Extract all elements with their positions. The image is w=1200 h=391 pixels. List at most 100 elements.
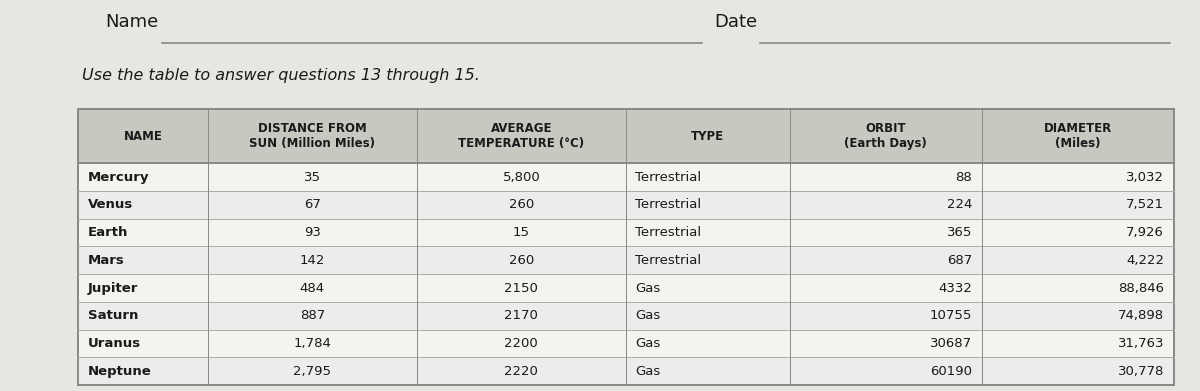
Bar bbox=[626, 109, 790, 163]
Bar bbox=[626, 191, 790, 219]
Bar bbox=[790, 219, 982, 246]
Text: Mars: Mars bbox=[88, 254, 125, 267]
Text: Gas: Gas bbox=[636, 337, 661, 350]
Bar bbox=[78, 246, 208, 274]
Bar bbox=[208, 109, 416, 163]
Text: Gas: Gas bbox=[636, 365, 661, 378]
Bar bbox=[208, 246, 416, 274]
Text: 224: 224 bbox=[947, 198, 972, 212]
Text: Terrestrial: Terrestrial bbox=[636, 254, 702, 267]
Bar bbox=[78, 191, 208, 219]
Text: 2,795: 2,795 bbox=[293, 365, 331, 378]
Text: Mercury: Mercury bbox=[88, 170, 149, 184]
Text: 5,800: 5,800 bbox=[503, 170, 540, 184]
Bar bbox=[790, 163, 982, 191]
Bar bbox=[208, 274, 416, 302]
Bar bbox=[982, 109, 1174, 163]
Text: 60190: 60190 bbox=[930, 365, 972, 378]
Text: Terrestrial: Terrestrial bbox=[636, 226, 702, 239]
Bar bbox=[626, 246, 790, 274]
Bar bbox=[416, 109, 626, 163]
Bar bbox=[416, 302, 626, 330]
Text: Neptune: Neptune bbox=[88, 365, 151, 378]
Text: 93: 93 bbox=[304, 226, 320, 239]
Text: 88: 88 bbox=[955, 170, 972, 184]
Text: 4332: 4332 bbox=[938, 282, 972, 294]
Text: 4,222: 4,222 bbox=[1126, 254, 1164, 267]
Text: 142: 142 bbox=[300, 254, 325, 267]
Bar bbox=[78, 163, 208, 191]
Text: 67: 67 bbox=[304, 198, 320, 212]
Text: 2200: 2200 bbox=[504, 337, 538, 350]
Bar bbox=[626, 219, 790, 246]
Text: 484: 484 bbox=[300, 282, 325, 294]
Text: Uranus: Uranus bbox=[88, 337, 140, 350]
Text: 887: 887 bbox=[300, 309, 325, 322]
Text: 7,926: 7,926 bbox=[1126, 226, 1164, 239]
Text: 35: 35 bbox=[304, 170, 320, 184]
Bar bbox=[790, 274, 982, 302]
Text: 687: 687 bbox=[947, 254, 972, 267]
Text: 30,778: 30,778 bbox=[1117, 365, 1164, 378]
Text: 30687: 30687 bbox=[930, 337, 972, 350]
Text: 2220: 2220 bbox=[504, 365, 539, 378]
Bar bbox=[982, 274, 1174, 302]
Bar bbox=[78, 109, 208, 163]
Bar bbox=[208, 302, 416, 330]
Text: 1,784: 1,784 bbox=[294, 337, 331, 350]
Text: ORBIT
(Earth Days): ORBIT (Earth Days) bbox=[845, 122, 926, 151]
Bar bbox=[790, 109, 982, 163]
Text: TYPE: TYPE bbox=[691, 130, 725, 143]
Bar bbox=[982, 330, 1174, 357]
Bar bbox=[790, 357, 982, 385]
Text: DISTANCE FROM
SUN (Million Miles): DISTANCE FROM SUN (Million Miles) bbox=[250, 122, 376, 151]
Bar bbox=[790, 302, 982, 330]
Bar bbox=[626, 302, 790, 330]
Text: Date: Date bbox=[714, 13, 757, 30]
Bar bbox=[982, 302, 1174, 330]
Text: 260: 260 bbox=[509, 198, 534, 212]
Text: 260: 260 bbox=[509, 254, 534, 267]
Bar bbox=[208, 330, 416, 357]
Text: NAME: NAME bbox=[124, 130, 162, 143]
Bar bbox=[208, 219, 416, 246]
Bar bbox=[790, 246, 982, 274]
Bar bbox=[208, 191, 416, 219]
Text: Jupiter: Jupiter bbox=[88, 282, 138, 294]
Text: 365: 365 bbox=[947, 226, 972, 239]
Bar bbox=[626, 330, 790, 357]
Text: 88,846: 88,846 bbox=[1118, 282, 1164, 294]
Text: 2170: 2170 bbox=[504, 309, 539, 322]
Text: 7,521: 7,521 bbox=[1126, 198, 1164, 212]
Text: Earth: Earth bbox=[88, 226, 128, 239]
Bar bbox=[626, 274, 790, 302]
Text: 3,032: 3,032 bbox=[1126, 170, 1164, 184]
Text: AVERAGE
TEMPERATURE (°C): AVERAGE TEMPERATURE (°C) bbox=[458, 122, 584, 151]
Text: Gas: Gas bbox=[636, 309, 661, 322]
Bar bbox=[982, 219, 1174, 246]
Text: Terrestrial: Terrestrial bbox=[636, 198, 702, 212]
Text: Venus: Venus bbox=[88, 198, 133, 212]
Text: Terrestrial: Terrestrial bbox=[636, 170, 702, 184]
Bar bbox=[78, 302, 208, 330]
Bar bbox=[416, 219, 626, 246]
Bar bbox=[208, 357, 416, 385]
Bar bbox=[78, 219, 208, 246]
Bar bbox=[78, 274, 208, 302]
Bar bbox=[208, 163, 416, 191]
Bar bbox=[982, 357, 1174, 385]
Text: 74,898: 74,898 bbox=[1118, 309, 1164, 322]
Text: Use the table to answer questions 13 through 15.: Use the table to answer questions 13 thr… bbox=[82, 68, 480, 83]
Bar bbox=[982, 163, 1174, 191]
Bar bbox=[626, 163, 790, 191]
Bar bbox=[982, 191, 1174, 219]
Bar bbox=[78, 330, 208, 357]
Bar bbox=[416, 330, 626, 357]
Text: Gas: Gas bbox=[636, 282, 661, 294]
Text: Saturn: Saturn bbox=[88, 309, 138, 322]
Bar bbox=[416, 357, 626, 385]
Bar bbox=[78, 357, 208, 385]
Text: 2150: 2150 bbox=[504, 282, 539, 294]
Bar bbox=[416, 246, 626, 274]
Bar bbox=[790, 191, 982, 219]
